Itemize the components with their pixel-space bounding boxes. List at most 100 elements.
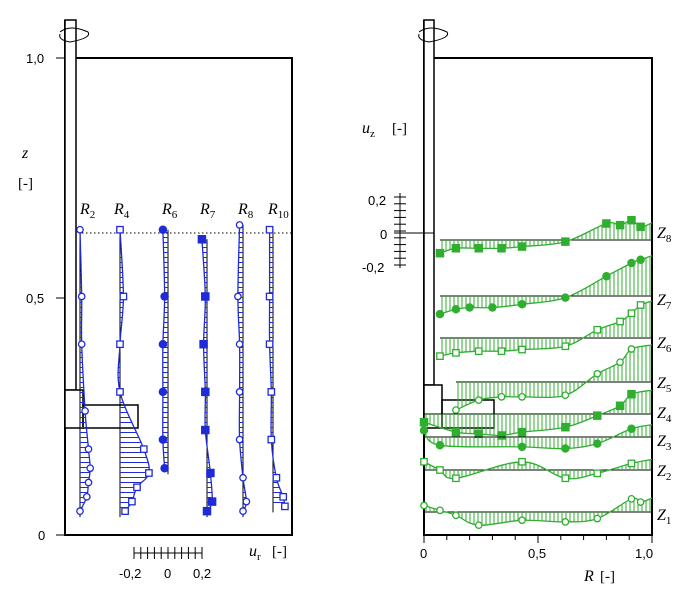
hatch-Z8: [439, 220, 652, 254]
point-R6-5: [160, 463, 169, 473]
profile-Z7: [435, 255, 653, 319]
profile-Z4: [419, 389, 653, 440]
profile-R10: [265, 225, 289, 513]
point-R10-0: [265, 225, 274, 234]
label-R10: R10: [267, 201, 289, 221]
ur-axis-symbol: ur: [249, 543, 261, 563]
profile-Z3: [419, 424, 653, 453]
label-R2: R2: [79, 201, 95, 221]
point-Z8-3: [497, 243, 506, 253]
label-Z2: Z2: [657, 463, 671, 483]
point-R4-6: [133, 483, 141, 492]
point-Z3-4: [593, 439, 602, 448]
ur-tick-label-02: 0,2: [193, 566, 211, 581]
point-Z4-1: [451, 427, 461, 437]
r-tick-label-05: 0,5: [528, 546, 546, 561]
point-Z5-1: [474, 396, 483, 404]
point-Z2-1: [436, 466, 444, 474]
point-Z4-7: [615, 401, 625, 410]
point-Z7-7: [627, 258, 636, 268]
hatch-Z2: [424, 459, 652, 479]
point-R10-2: [265, 340, 274, 349]
point-Z2-5: [593, 469, 602, 478]
point-Z6-2: [474, 347, 483, 356]
right-shaft: [423, 19, 435, 386]
point-Z1-8: [636, 498, 645, 506]
point-Z1-5: [561, 518, 570, 526]
point-Z4-8: [627, 389, 636, 399]
point-Z6-3: [497, 347, 506, 356]
point-Z7-3: [488, 303, 497, 312]
point-Z1-7: [627, 494, 636, 503]
point-Z7-0: [435, 309, 445, 319]
ur-axis-ticks: [133, 547, 203, 559]
r-axis-unit: [-]: [600, 569, 615, 585]
point-R10-6: [279, 492, 288, 501]
point-Z1-2: [452, 511, 460, 520]
profile-Z5: [452, 344, 653, 414]
point-R7-4: [201, 425, 210, 435]
hatch-R10: [269, 229, 285, 507]
r-axis-ticks: [423, 535, 653, 543]
z-tick-label-1: 1,0: [26, 51, 44, 66]
point-Z1-6: [593, 514, 602, 523]
point-Z7-5: [561, 293, 570, 302]
point-Z8-5: [561, 237, 570, 246]
point-R7-6: [207, 497, 217, 506]
z-axis-symbol: z: [21, 145, 29, 162]
point-R8-1: [234, 292, 242, 301]
point-R8-3: [235, 388, 244, 396]
point-Z2-0: [420, 457, 428, 466]
point-Z1-4: [518, 516, 526, 525]
point-Z3-3: [561, 444, 570, 453]
label-Z7: Z7: [657, 292, 672, 312]
point-R2-3: [81, 407, 89, 415]
point-R2-2: [77, 340, 86, 349]
point-Z8-0: [435, 248, 445, 258]
point-Z2-3: [518, 457, 526, 466]
point-R6-2: [158, 339, 168, 349]
point-R7-5: [206, 468, 215, 478]
uz-tick-label-02: 0,2: [368, 193, 386, 208]
point-R7-0: [197, 235, 207, 244]
point-R2-6: [84, 478, 93, 487]
point-Z3-0: [419, 426, 429, 435]
point-R2-0: [76, 225, 84, 234]
point-R7-2: [199, 339, 208, 349]
point-R10-1: [265, 292, 274, 301]
z-tick-label-05: 0,5: [26, 291, 44, 306]
point-Z1-3: [474, 521, 483, 530]
right-panel: 0,2 0 -0,2 uz [-] 0 0,5 1,0 R [-] Z8 Z7 Z6…: [362, 19, 672, 585]
point-Z6-4: [518, 345, 526, 354]
ur-tick-label-neg02: -0,2: [119, 566, 141, 581]
hatch-Z4: [424, 390, 652, 436]
r-tick-label-0: 0: [420, 546, 427, 561]
point-R7-3: [201, 387, 210, 397]
point-Z5-5: [593, 369, 602, 378]
uz-tick-label-0: 0: [380, 227, 387, 242]
point-R4-1: [119, 292, 128, 301]
profile-Z2: [420, 457, 653, 483]
point-R8-0: [235, 221, 244, 229]
point-Z7-4: [517, 299, 527, 309]
point-R6-4: [158, 435, 168, 444]
label-Z3: Z3: [657, 433, 672, 453]
left-profiles: [76, 221, 289, 518]
point-Z2-4: [561, 474, 570, 483]
point-Z4-4: [517, 427, 527, 437]
label-R6: R6: [161, 201, 178, 221]
point-Z3-1: [435, 440, 445, 450]
point-Z7-8: [636, 255, 645, 264]
point-Z5-2: [497, 392, 506, 401]
point-Z8-6: [602, 219, 611, 228]
point-R2-7: [82, 492, 91, 501]
point-R6-0: [158, 225, 168, 234]
label-Z5: Z5: [657, 375, 672, 395]
point-Z5-3: [518, 392, 526, 401]
label-Z1: Z1: [657, 507, 671, 527]
profile-R8: [234, 221, 251, 518]
point-Z6-5: [561, 342, 570, 351]
r-tick-label-1: 1,0: [635, 546, 653, 561]
point-Z7-6: [602, 271, 611, 281]
